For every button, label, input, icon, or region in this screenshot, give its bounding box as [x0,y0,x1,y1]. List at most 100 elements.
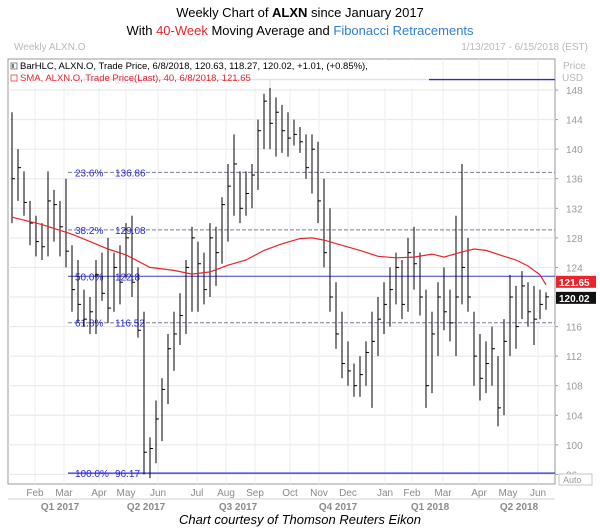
price-bar [455,215,459,357]
price-bar [353,363,357,397]
price-bar [479,333,483,401]
y-tick-label: 108 [566,382,583,393]
price-bar [299,127,303,153]
x-axis: Feb Mar Apr May Jun Jul Aug Sep Oct Nov Dec Jan Feb M… [8,488,555,513]
price-bar [389,267,393,327]
fib-label: 61.8% [75,319,103,330]
bars-layer [11,78,549,479]
price-bar [143,311,147,475]
price-bar [17,149,21,201]
price-bar [155,400,159,464]
y-tick-label: 140 [566,145,583,156]
price-bar [251,163,255,209]
price-bar [113,252,117,312]
quarter-label: Q1 2017 [41,502,80,513]
x-tick-label: Jan [377,488,393,499]
y-tick-label: 136 [566,175,583,186]
legend-toggle-sma[interactable] [10,74,18,82]
y-tick-label: 116 [566,323,582,334]
y-tick-label: 128 [566,234,583,245]
x-tick-label: Jun [150,488,166,499]
price-bar [77,260,81,323]
auto-scale-label: Auto [563,475,582,485]
price-bar [443,267,447,331]
price-bar [227,163,231,242]
close-price-flag [556,291,596,304]
price-bar [119,245,123,305]
y-axis: 9610010410811211612012412813213614014414… [555,86,596,481]
price-bar [323,178,327,268]
price-bar [149,437,153,479]
fib-value: 96.17 [115,469,140,480]
quarter-label: Q3 2017 [219,502,258,513]
auto-scale-button[interactable] [558,473,593,486]
sma-layer [11,216,547,286]
legend-sma: SMA, ALXN.O, Trade Price(Last), 40, 6/8/… [20,73,251,84]
price-bar [35,215,39,257]
price-bar [65,178,69,268]
price-bar [437,282,441,357]
price-bar [53,189,57,242]
close-price-flag-text: 120.02 [559,294,590,305]
x-tick-label: Mar [434,488,452,499]
price-bar [395,252,399,305]
sma-price-flag [556,275,596,288]
price-bar [215,226,219,286]
price-bar [431,311,435,394]
price-bar [545,292,549,310]
x-tick-label: Sep [246,488,264,499]
price-bar [59,200,63,257]
y-tick-label: 104 [566,411,583,422]
price-bar [47,171,51,257]
price-bar [335,282,339,349]
legend-toggle-bar[interactable] [10,62,18,70]
x-tick-label: Apr [91,488,107,499]
price-bar [125,223,129,279]
title-prefix: Weekly Chart of [176,5,273,20]
price-bar [509,274,513,357]
price-bar [419,252,423,316]
price-bar [269,78,273,150]
price-bar [209,223,213,297]
price-bar [515,285,519,349]
price-bar [473,311,477,386]
price-bar [293,119,297,146]
price-bar [41,223,45,261]
price-bar [305,134,309,179]
price-bar [245,171,249,216]
y-tick-label: 148 [566,86,583,97]
price-bar [95,260,99,334]
price-bar [257,119,261,190]
legend-box [9,60,429,88]
y-tick-label: 112 [566,352,582,363]
price-bar [413,226,417,290]
price-bar [275,97,279,157]
price-bar [491,326,495,386]
price-bar [281,104,285,153]
price-bar [365,341,369,386]
price-bar [533,285,537,346]
price-bar [83,289,87,327]
price-bar [497,356,501,427]
x-tick-label: Nov [310,488,328,499]
x-tick-label: Aug [217,488,235,499]
price-bar [317,141,321,224]
x-tick-label: Mar [55,488,73,499]
x-tick-label: Jun [530,488,546,499]
fib-label: 38.2% [75,226,103,237]
x-tick-label: May [499,488,518,499]
price-bar [107,237,111,323]
quarter-label: Q2 2018 [500,502,539,513]
price-label: Price [563,61,586,72]
price-bar [341,311,345,379]
price-bar [101,252,105,301]
subtitle-moving-average: 40-Week [156,23,208,38]
price-bar [197,241,201,312]
legend-bar: BarHLC, ALXN.O, Trade Price, 6/8/2018, 1… [20,61,368,72]
price-bar [71,245,75,312]
price-bar [173,311,177,371]
price-bar [527,282,531,327]
price-bar [359,356,363,397]
sma-line [11,216,547,286]
